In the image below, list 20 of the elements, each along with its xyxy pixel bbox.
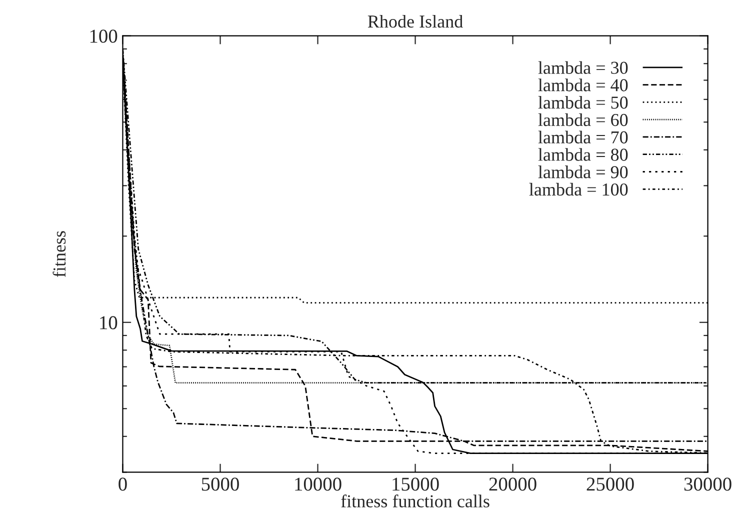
y-tick-label: 100 xyxy=(90,30,118,43)
x-tick-label: 30000 xyxy=(684,478,732,491)
y-axis-title: fitness xyxy=(52,231,66,278)
x-tick-label: 25000 xyxy=(586,478,634,491)
x-axis-title: fitness function calls xyxy=(341,494,490,508)
x-tick-label: 10000 xyxy=(295,478,342,491)
legend-label: lambda = 80 xyxy=(538,148,628,161)
x-tick-label: 5000 xyxy=(202,478,239,491)
legend-label: lambda = 40 xyxy=(538,78,628,92)
x-tick-label: 15000 xyxy=(392,478,439,491)
x-tick-label: 0 xyxy=(118,478,127,491)
chart-title: Rhode Island xyxy=(368,14,463,28)
legend-label: lambda = 60 xyxy=(538,113,628,126)
legend-label: lambda = 50 xyxy=(538,96,628,109)
legend-label: lambda = 100 xyxy=(529,182,628,196)
y-tick-label: 10 xyxy=(100,316,118,330)
legend-label: lambda = 30 xyxy=(538,61,628,74)
legend-label: lambda = 70 xyxy=(538,130,628,144)
legend-label: lambda = 90 xyxy=(538,166,628,178)
x-tick-label: 20000 xyxy=(489,478,536,491)
